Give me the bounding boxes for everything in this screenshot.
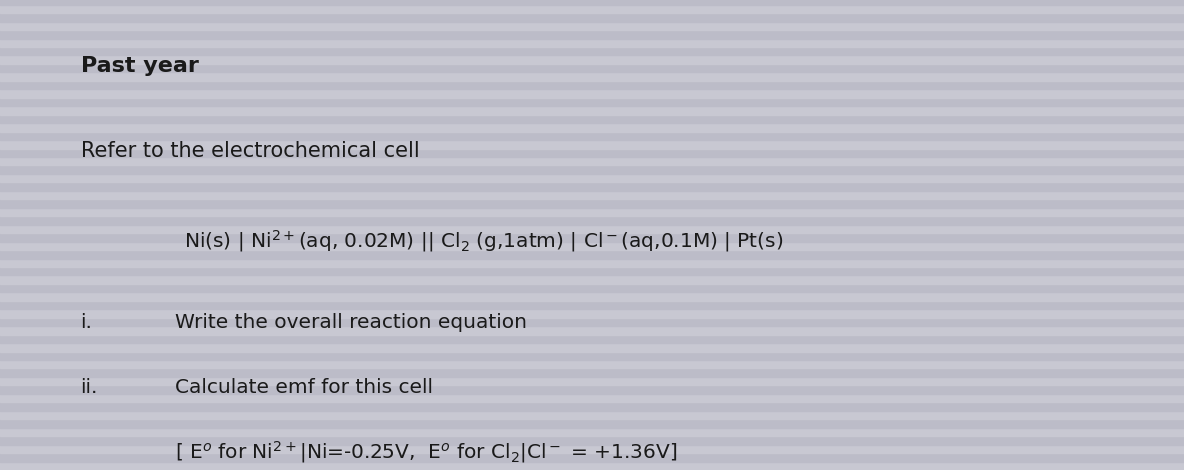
Text: ii.: ii. <box>81 378 98 397</box>
Bar <box>0 140 1184 149</box>
Text: Write the overall reaction equation: Write the overall reaction equation <box>175 313 527 331</box>
Bar <box>0 182 1184 191</box>
Bar <box>0 39 1184 47</box>
Bar <box>0 394 1184 402</box>
Bar <box>0 436 1184 445</box>
Bar <box>0 318 1184 326</box>
Bar <box>0 174 1184 182</box>
Bar <box>0 132 1184 140</box>
Bar <box>0 419 1184 428</box>
Bar <box>0 149 1184 157</box>
Bar <box>0 335 1184 343</box>
Bar <box>0 377 1184 385</box>
Bar <box>0 225 1184 233</box>
Bar <box>0 250 1184 258</box>
Bar <box>0 81 1184 89</box>
Bar <box>0 267 1184 275</box>
Bar <box>0 98 1184 106</box>
Bar <box>0 30 1184 39</box>
Bar <box>0 275 1184 284</box>
Bar <box>0 258 1184 267</box>
Bar <box>0 462 1184 470</box>
Bar <box>0 343 1184 352</box>
Bar <box>0 208 1184 216</box>
Bar <box>0 72 1184 81</box>
Bar <box>0 428 1184 436</box>
Bar <box>0 5 1184 13</box>
Bar <box>0 191 1184 199</box>
Bar <box>0 0 1184 5</box>
Bar <box>0 368 1184 377</box>
Bar <box>0 453 1184 462</box>
Bar <box>0 292 1184 301</box>
Bar <box>0 199 1184 208</box>
Text: i.: i. <box>81 313 92 331</box>
Bar <box>0 106 1184 115</box>
Text: Past year: Past year <box>81 56 199 77</box>
Bar <box>0 301 1184 309</box>
Bar <box>0 64 1184 72</box>
Bar <box>0 47 1184 55</box>
Bar <box>0 216 1184 225</box>
Bar <box>0 89 1184 98</box>
Text: Refer to the electrochemical cell: Refer to the electrochemical cell <box>81 141 419 161</box>
Bar <box>0 284 1184 292</box>
Bar <box>0 402 1184 411</box>
Bar <box>0 242 1184 250</box>
Bar <box>0 123 1184 132</box>
Bar <box>0 13 1184 22</box>
Bar <box>0 326 1184 335</box>
Text: Ni(s) | Ni$^{2+}$(aq, 0.02M) || Cl$_2$ (g,1atm) | Cl$^-$(aq,0.1M) | Pt(s): Ni(s) | Ni$^{2+}$(aq, 0.02M) || Cl$_2$ (… <box>184 228 783 254</box>
Bar <box>0 411 1184 419</box>
Bar <box>0 55 1184 64</box>
Bar <box>0 115 1184 123</box>
Bar <box>0 352 1184 360</box>
Bar <box>0 157 1184 165</box>
Bar <box>0 385 1184 394</box>
Bar <box>0 309 1184 318</box>
Bar <box>0 22 1184 30</box>
Bar <box>0 165 1184 174</box>
Text: Calculate emf for this cell: Calculate emf for this cell <box>175 378 433 397</box>
Bar <box>0 445 1184 453</box>
Text: [ E$^o$ for Ni$^{2+}$|Ni=-0.25V,  E$^o$ for Cl$_2$|Cl$^-$ = +1.36V]: [ E$^o$ for Ni$^{2+}$|Ni=-0.25V, E$^o$ f… <box>175 439 677 465</box>
Bar <box>0 360 1184 368</box>
Bar <box>0 233 1184 242</box>
